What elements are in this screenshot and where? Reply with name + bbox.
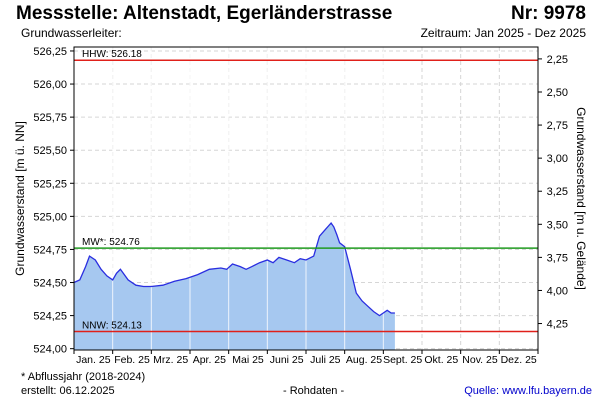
y-tick-label: 524,00 xyxy=(33,344,67,356)
y-tick-label: 525,25 xyxy=(33,178,67,190)
x-tick-label: Juli 25 xyxy=(310,354,341,366)
station-title: Messstelle: Altenstadt, Egerländerstrass… xyxy=(16,3,393,24)
groundwater-line xyxy=(73,221,395,317)
y2-tick-label: 2,25 xyxy=(547,54,568,66)
y-tick-label: 524,25 xyxy=(33,311,67,323)
x-tick-label: Aug. 25 xyxy=(346,354,382,366)
y2-tick-label: 3,00 xyxy=(547,153,568,165)
x-tick-label: Nov. 25 xyxy=(462,354,498,366)
reference-line-label: NNW: 524.13 xyxy=(82,320,142,331)
reference-line-label: HHW: 526.18 xyxy=(82,49,142,60)
x-tick-label: Apr. 25 xyxy=(193,354,226,366)
y2-tick-label: 3,50 xyxy=(547,219,568,231)
y2-tick-label: 3,75 xyxy=(547,252,568,264)
created-date: erstellt: 06.12.2025 xyxy=(21,385,115,397)
y-axis-title: Grundwasserstand [m ü. NN] xyxy=(13,121,27,276)
y2-tick-label: 4,25 xyxy=(547,319,568,331)
x-tick-label: Juni 25 xyxy=(270,354,304,366)
y2-axis-title: Grundwasserstand [m u. Gelände] xyxy=(574,107,588,290)
y-tick-label: 525,00 xyxy=(33,211,67,223)
y2-tick-label: 4,00 xyxy=(547,285,568,297)
source-link[interactable]: Quelle: www.lfu.bayern.de xyxy=(464,385,592,397)
y2-tick-label: 2,75 xyxy=(547,120,568,132)
station-number: Nr: 9978 xyxy=(511,3,586,24)
x-tick-label: Feb. 25 xyxy=(114,354,150,366)
y-tick-label: 525,50 xyxy=(33,145,67,157)
x-tick-label: Dez. 25 xyxy=(501,354,537,366)
y-tick-label: 526,25 xyxy=(33,46,67,58)
y2-tick-label: 2,50 xyxy=(547,87,568,99)
x-tick-label: Mrz. 25 xyxy=(153,354,188,366)
footnote: * Abflussjahr (2018-2024) xyxy=(21,371,146,383)
x-tick-label: Okt. 25 xyxy=(424,354,458,366)
y-tick-label: 525,75 xyxy=(33,112,67,124)
y-tick-label: 524,75 xyxy=(33,244,67,256)
y-tick-label: 524,50 xyxy=(33,278,67,290)
reference-line-label: MW*: 524.76 xyxy=(82,237,140,248)
raw-data-label: - Rohdaten - xyxy=(283,385,345,397)
x-tick-label: Jan. 25 xyxy=(76,354,111,366)
y2-tick-label: 3,25 xyxy=(547,186,568,198)
aquifer-label: Grundwasserleiter: xyxy=(21,26,122,40)
x-tick-label: Mai 25 xyxy=(232,354,264,366)
x-tick-label: Sept. 25 xyxy=(383,354,422,366)
y-tick-label: 526,00 xyxy=(33,79,67,91)
period-label: Zeitraum: Jan 2025 - Dez 2025 xyxy=(420,26,586,40)
